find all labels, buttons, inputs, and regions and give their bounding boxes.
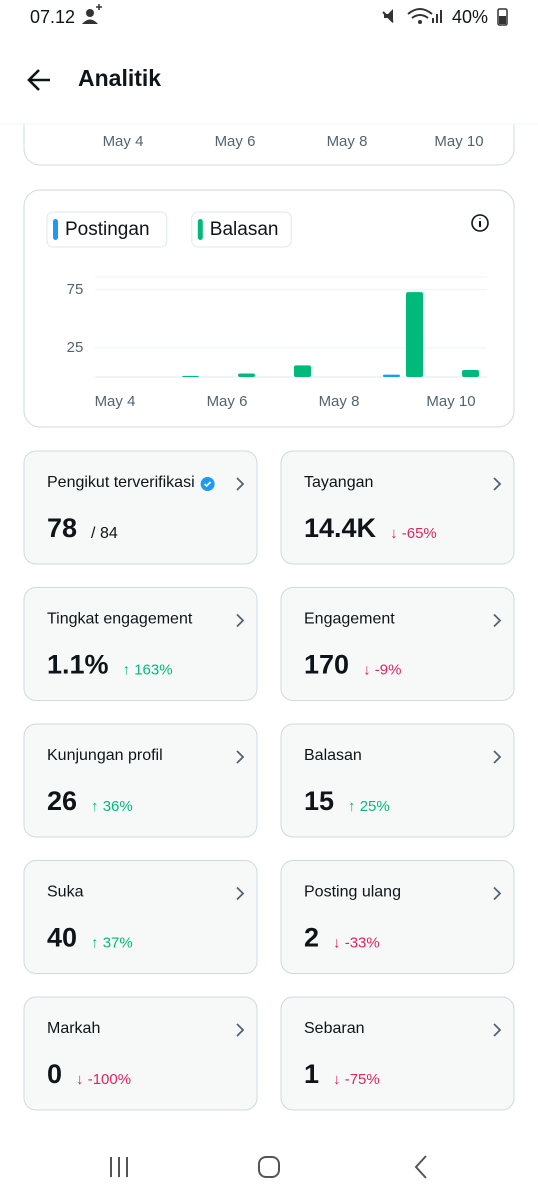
bar [462, 370, 479, 377]
chevron [493, 750, 502, 764]
nav-bar [110, 1155, 427, 1179]
metric-label: Tingkat engagement [47, 611, 193, 628]
legend-swatch [197, 219, 203, 240]
metric-card-bg [280, 450, 515, 565]
chart-card [23, 189, 515, 428]
metric-card-bg [280, 860, 515, 974]
metric-delta: ↑ 37% [91, 934, 133, 951]
x-tick-label: May 10 [426, 393, 475, 410]
status-battery: 40% [452, 7, 488, 27]
metric-card-bg [23, 996, 258, 1111]
y-tick-label: 75 [67, 281, 84, 298]
verified-check [204, 481, 212, 488]
metric-card[interactable]: Suka 40 ↑ 37% [23, 860, 258, 974]
chevron [493, 613, 502, 628]
metric-label: Pengikut terverifikasi [47, 474, 195, 491]
metric-card[interactable]: Sebaran 1 ↓ -75% [280, 996, 515, 1111]
metric-card[interactable]: Balasan 15 ↑ 25% [280, 723, 515, 838]
x-tick-label: May 4 [95, 393, 136, 410]
metric-delta: ↑ 36% [91, 798, 133, 815]
page-title: Analitik [78, 65, 161, 91]
metric-card[interactable]: Tayangan 14.4K ↓ -65% [280, 450, 515, 565]
x-tick-label: May 8 [319, 393, 360, 410]
chevron [236, 1023, 245, 1037]
metric-delta: ↓ -65% [390, 525, 437, 542]
nav-recent[interactable] [110, 1157, 128, 1177]
back-button[interactable] [27, 69, 50, 91]
bar [383, 374, 400, 377]
metric-value: 2 [304, 923, 319, 953]
metric-total: / 84 [91, 525, 118, 542]
x-tick-label: May 8 [327, 133, 368, 150]
metric-value: 78 [47, 513, 77, 543]
chevron [236, 750, 245, 764]
chevron [493, 886, 502, 901]
status-icons [82, 4, 508, 26]
legend-item[interactable] [46, 211, 168, 248]
metric-value: 170 [304, 650, 349, 680]
metric-card[interactable]: Tingkat engagement 1.1% ↑ 163% [23, 587, 258, 701]
metric-delta: ↓ -9% [363, 661, 401, 678]
metric-card[interactable]: Markah 0 ↓ -100% [23, 996, 258, 1111]
x-tick-label: May 6 [215, 133, 256, 150]
metric-delta: ↑ 163% [123, 661, 173, 678]
chevron [236, 477, 245, 491]
metric-delta: ↓ -33% [333, 934, 380, 951]
metric-value: 1.1% [47, 650, 109, 680]
metric-card-bg [23, 587, 258, 701]
bar [294, 365, 311, 377]
metric-delta: ↓ -75% [333, 1071, 380, 1088]
info-icon[interactable] [471, 214, 489, 232]
chevron [236, 613, 245, 628]
legend-label: Balasan [210, 219, 279, 240]
metric-delta: ↑ 25% [348, 798, 390, 815]
content: May 4 May 6 May 8 May 10 Postingan Balasan 25 7… [23, 95, 515, 1111]
metric-delta: ↓ -100% [76, 1071, 131, 1088]
metric-label: Suka [47, 884, 84, 901]
metric-value: 0 [47, 1059, 62, 1089]
legend-swatch [53, 219, 58, 240]
legend-item[interactable] [191, 211, 292, 248]
metric-label: Posting ulang [304, 884, 401, 901]
metric-label: Kunjungan profil [47, 747, 163, 764]
nav-back[interactable] [414, 1155, 427, 1179]
bar [238, 373, 255, 377]
metric-card[interactable]: Kunjungan profil 26 ↑ 36% [23, 723, 258, 838]
metric-card-bg [280, 723, 515, 838]
metric-label: Engagement [304, 611, 395, 628]
metric-card-bg [23, 860, 258, 974]
metric-label: Tayangan [304, 474, 373, 491]
y-tick-label: 25 [67, 339, 84, 356]
metric-value: 40 [47, 923, 77, 953]
header: 07.12 40% Analitik [0, 0, 538, 125]
x-tick-label: May 10 [434, 133, 483, 150]
metric-card[interactable]: Posting ulang 2 ↓ -33% [280, 860, 515, 974]
status-time: 07.12 [30, 7, 75, 27]
metric-value: 26 [47, 786, 77, 816]
bar [406, 292, 423, 377]
metric-label: Balasan [304, 747, 362, 764]
metric-card-bg [280, 587, 515, 701]
legend-label: Postingan [65, 219, 150, 240]
metric-card-bg [23, 450, 258, 565]
chevron [493, 1023, 502, 1037]
chevron [236, 886, 245, 901]
x-tick-label: May 4 [103, 133, 144, 150]
metric-label: Markah [47, 1020, 100, 1037]
nav-home[interactable] [258, 1156, 280, 1178]
metric-label: Sebaran [304, 1020, 365, 1037]
metric-card-bg [23, 723, 258, 838]
metric-card[interactable]: Pengikut terverifikasi 78 / 84 [23, 450, 258, 565]
metric-card[interactable]: Engagement 170 ↓ -9% [280, 587, 515, 701]
chevron [493, 477, 502, 491]
metric-value: 1 [304, 1059, 319, 1089]
metric-value: 14.4K [304, 513, 377, 543]
bar [182, 375, 199, 377]
x-tick-label: May 6 [207, 393, 248, 410]
metric-card-bg [280, 996, 515, 1111]
metric-value: 15 [304, 786, 334, 816]
